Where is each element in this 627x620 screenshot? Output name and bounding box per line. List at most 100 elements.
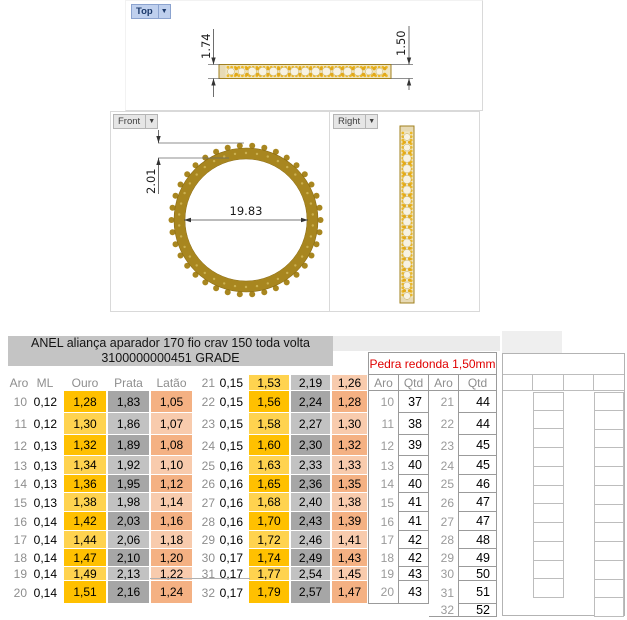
latao-cell: 1,16 <box>151 512 192 531</box>
latao-cell: 1,32 <box>332 435 367 456</box>
column-header: Ouro <box>71 376 99 390</box>
header-strip <box>333 336 500 351</box>
table-row: 24 0,15 1,60 2,30 1,32 <box>200 435 367 456</box>
header-strip-2 <box>502 331 562 353</box>
stone-column-header: Aro <box>368 375 399 391</box>
ml-cell: 0,14 <box>33 585 57 600</box>
column-header: Aro <box>9 376 29 390</box>
stone-qtd-cell: 44 <box>459 413 497 435</box>
latao-cell: 1,10 <box>151 456 192 475</box>
empty-qtd-cell <box>533 561 564 579</box>
chevron-down-icon[interactable]: ▼ <box>146 114 159 129</box>
stone-aro-cell: 22 <box>429 413 459 435</box>
ouro-cell: 1,44 <box>64 531 106 549</box>
prata-cell: 2,06 <box>108 531 149 549</box>
ouro-cell: 1,72 <box>249 531 289 549</box>
empty-qtd-cell <box>533 523 564 542</box>
stone-qtd-cell: 39 <box>399 435 429 456</box>
ouro-cell: 1,58 <box>249 413 289 435</box>
stone-aro-cell: 31 <box>429 581 459 604</box>
stone-aro-cell: 12 <box>368 435 399 456</box>
stone-qtd-cell: 45 <box>459 456 497 475</box>
aro-cell: 14 <box>13 477 27 491</box>
prata-cell: 2,43 <box>291 512 330 531</box>
viewport-right-label[interactable]: Right ▼ <box>333 114 379 129</box>
stone-blank <box>368 604 399 617</box>
viewport-top-label-text[interactable]: Top <box>131 4 159 19</box>
table-row: 29 0,16 1,72 2,46 1,41 <box>200 531 367 549</box>
stone-qtd-cell: 43 <box>399 567 429 581</box>
ml-cell: 0,12 <box>33 395 57 409</box>
viewport-top[interactable]: Top ▼ 1.74 1.50 <box>125 0 483 111</box>
ouro-cell: 1,28 <box>64 391 106 413</box>
stone-row: 17 42 28 48 <box>368 531 497 549</box>
empty-qtd-cell <box>594 598 624 617</box>
ouro-cell: 1,51 <box>64 581 106 604</box>
viewport-top-label[interactable]: Top ▼ <box>131 4 171 19</box>
ml-cell: 0,14 <box>33 567 57 581</box>
viewport-front[interactable]: Front ▼ 2.01 19.83 <box>110 111 330 312</box>
prata-cell: 2,30 <box>291 435 330 456</box>
prata-cell: 2,33 <box>291 456 330 475</box>
empty-qtd-cell <box>594 580 624 598</box>
stone-qtd-cell: 37 <box>399 391 429 413</box>
ouro-cell: 1,79 <box>249 581 289 604</box>
stone-row: 12 39 23 45 <box>368 435 497 456</box>
aro-cell: 21 <box>201 376 215 390</box>
table-row: 28 0,16 1,70 2,43 1,39 <box>200 512 367 531</box>
viewport-front-label-text[interactable]: Front <box>113 114 147 129</box>
chevron-down-icon[interactable]: ▼ <box>366 114 379 129</box>
ouro-cell: 1,34 <box>64 456 106 475</box>
empty-qtd-cell <box>594 505 624 523</box>
stone-table: Aro Qtd Aro Qtd 10 37 21 44 11 38 22 44 12 39 23 45 13 40… <box>368 375 497 617</box>
empty-qtd-cell <box>594 542 624 561</box>
empty-qtd-cell <box>533 579 564 598</box>
ml-cell: 0,15 <box>219 438 243 453</box>
stone-aro-cell: 27 <box>429 512 459 531</box>
ml-cell: 0,15 <box>219 395 243 409</box>
table-row: 31 0,17 1,77 2,54 1,45 <box>200 567 367 581</box>
latao-cell: 1,07 <box>151 413 192 435</box>
empty-qtd-cell <box>594 561 624 580</box>
prata-cell: 2,40 <box>291 493 330 512</box>
right-view-drawing <box>330 112 479 311</box>
ml-cell: 0,14 <box>33 551 57 565</box>
viewport-front-label[interactable]: Front ▼ <box>113 114 159 129</box>
stone-blank <box>399 604 429 617</box>
stone-row: 10 37 21 44 <box>368 391 497 413</box>
prata-cell: 1,83 <box>108 391 149 413</box>
ml-cell: 0,15 <box>219 376 243 390</box>
ouro-cell: 1,47 <box>64 549 106 567</box>
aro-cell: 19 <box>13 567 27 581</box>
stone-qtd-cell: 44 <box>459 391 497 413</box>
latao-cell: 1,39 <box>332 512 367 531</box>
stone-aro-cell: 19 <box>368 567 399 581</box>
empty-qtd-cell <box>594 448 624 467</box>
stone-aro-cell: 11 <box>368 413 399 435</box>
spec-header-line1: ANEL aliança aparador 170 fio crav 150 t… <box>31 336 310 350</box>
ml-cell: 0,16 <box>219 514 243 529</box>
viewport-right-label-text[interactable]: Right <box>333 114 367 129</box>
ml-cell: 0,13 <box>33 477 57 491</box>
stone-qtd-cell: 43 <box>399 581 429 604</box>
table-row: 13 0,13 1,34 1,92 1,10 <box>8 456 192 475</box>
ouro-cell: 1,70 <box>249 512 289 531</box>
latao-cell: 1,20 <box>151 549 192 567</box>
viewport-right[interactable]: Right ▼ <box>330 111 480 312</box>
ml-cell: 0,17 <box>219 585 243 600</box>
column-header: Prata <box>114 376 143 390</box>
stone-aro-cell: 17 <box>368 531 399 549</box>
stone-aro-cell: 32 <box>429 603 459 617</box>
stone-qtd-cell: 40 <box>399 456 429 475</box>
stone-qtd-cell: 41 <box>399 512 429 531</box>
chevron-down-icon[interactable]: ▼ <box>158 4 171 19</box>
stone-row: 32 52 <box>368 603 497 617</box>
ouro-cell: 1,74 <box>249 549 289 567</box>
stone-aro-cell: 15 <box>368 493 399 512</box>
prata-cell: 2,54 <box>291 567 330 581</box>
latao-cell: 1,30 <box>332 413 367 435</box>
latao-cell: 1,18 <box>151 531 192 549</box>
prata-cell: 2,57 <box>291 581 330 604</box>
stone-column-header: Qtd <box>459 375 497 391</box>
